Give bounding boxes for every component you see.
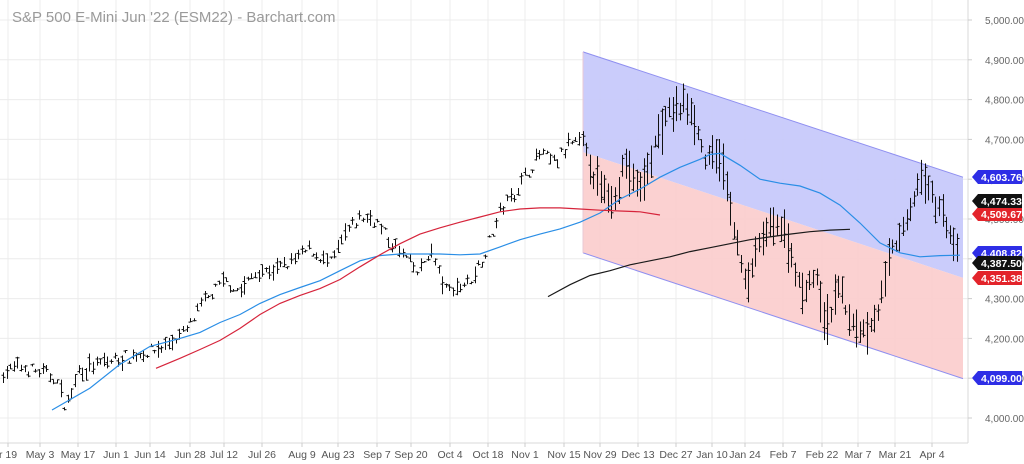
x-tick-label: May 17 bbox=[61, 449, 96, 461]
x-tick-label: Jun 1 bbox=[103, 449, 129, 461]
price-label-background bbox=[972, 271, 1022, 285]
price-labels: 4,603.764,509.674,474.334,408.824,387.50… bbox=[972, 170, 1022, 385]
y-tick-label: 4,900.00 bbox=[985, 56, 1024, 67]
x-tick-label: Sep 7 bbox=[363, 449, 391, 461]
price-label-background bbox=[972, 207, 1022, 221]
price-label-text: 4,351.38 bbox=[981, 273, 1022, 285]
price-label-badge: 4,351.38 bbox=[972, 271, 1022, 285]
price-label-background bbox=[972, 371, 1022, 385]
x-tick-label: Dec 27 bbox=[659, 449, 692, 461]
x-tick-label: Jul 26 bbox=[248, 449, 276, 461]
price-label-text: 4,099.00 bbox=[981, 373, 1022, 385]
y-tick-label: 4,000.00 bbox=[985, 414, 1024, 425]
x-tick-label: Aug 23 bbox=[321, 449, 354, 461]
x-tick-label: Mar 21 bbox=[879, 449, 912, 461]
x-axis: r 19 May 3 May 17 Jun 1 Jun 14 Jun 28 Jul 12 Ju… bbox=[0, 443, 945, 461]
price-bars bbox=[1, 83, 960, 411]
x-tick-label: Jun 14 bbox=[134, 449, 166, 461]
price-label-background bbox=[972, 170, 1022, 184]
x-tick-label: Jan 24 bbox=[729, 449, 761, 461]
channel-upper-line bbox=[582, 51, 964, 178]
x-tick-label: Nov 29 bbox=[583, 449, 616, 461]
price-label-text: 4,387.50 bbox=[981, 258, 1022, 270]
chart-title: S&P 500 E-Mini Jun '22 (ESM22) - Barchar… bbox=[12, 9, 336, 26]
y-tick-label: 5,000.00 bbox=[985, 16, 1024, 27]
price-label-badge: 4,474.33 bbox=[972, 194, 1022, 208]
x-tick-label: Jun 28 bbox=[174, 449, 206, 461]
y-tick-label: 4,200.00 bbox=[985, 334, 1024, 345]
x-tick-label: Jan 10 bbox=[696, 449, 728, 461]
x-tick-label: May 3 bbox=[26, 449, 55, 461]
x-tick-label: Nov 1 bbox=[511, 449, 539, 461]
x-tick-label: Mar 7 bbox=[845, 449, 872, 461]
x-tick-label: Sep 20 bbox=[394, 449, 427, 461]
channel-lower-line bbox=[582, 252, 964, 380]
moving-average-red bbox=[155, 207, 661, 369]
price-label-text: 4,603.76 bbox=[981, 172, 1022, 184]
y-tick-label: 4,700.00 bbox=[985, 135, 1024, 146]
x-tick-label: Feb 22 bbox=[806, 449, 839, 461]
x-tick-label: Nov 15 bbox=[547, 449, 580, 461]
moving-averages bbox=[51, 152, 961, 411]
y-tick-label: 4,800.00 bbox=[985, 96, 1024, 107]
channel-upper-fill bbox=[583, 51, 963, 278]
y-tick-label: 4,300.00 bbox=[985, 295, 1024, 306]
price-label-badge: 4,099.00 bbox=[972, 371, 1022, 385]
x-tick-label: Feb 7 bbox=[770, 449, 797, 461]
x-tick-label: Oct 4 bbox=[437, 449, 462, 461]
x-tick-label: Aug 9 bbox=[288, 449, 316, 461]
x-tick-label: Jul 12 bbox=[210, 449, 238, 461]
moving-average-black bbox=[547, 228, 851, 298]
price-label-badge: 4,603.76 bbox=[972, 170, 1022, 184]
x-tick-label: Dec 13 bbox=[621, 449, 654, 461]
price-label-text: 4,474.33 bbox=[981, 196, 1022, 208]
price-label-background bbox=[972, 194, 1022, 208]
price-label-badge: 4,387.50 bbox=[972, 256, 1022, 270]
price-label-text: 4,509.67 bbox=[981, 209, 1022, 221]
price-label-badge: 4,509.67 bbox=[972, 207, 1022, 221]
moving-average-blue bbox=[51, 152, 961, 411]
price-label-background bbox=[972, 256, 1022, 270]
x-tick-label: r 19 bbox=[0, 449, 17, 461]
x-tick-label: Oct 18 bbox=[473, 449, 504, 461]
x-tick-label: Apr 4 bbox=[919, 449, 944, 461]
